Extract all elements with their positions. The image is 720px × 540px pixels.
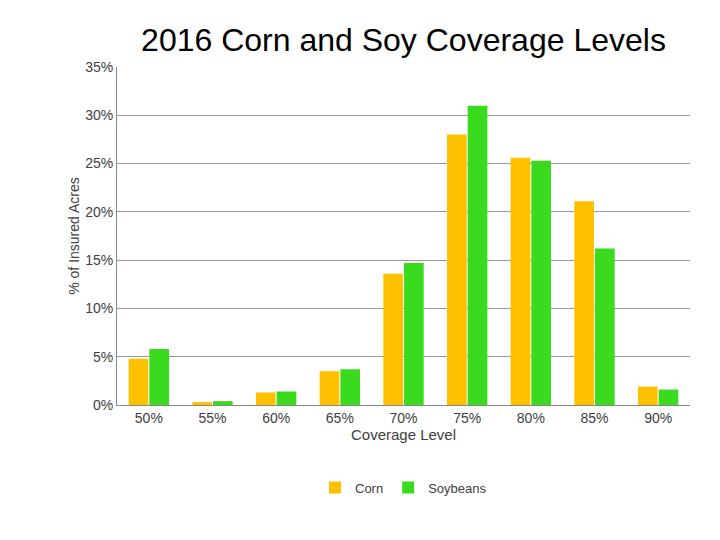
svg-text:10%: 10% (85, 300, 113, 316)
svg-text:85%: 85% (580, 410, 608, 426)
svg-text:70%: 70% (389, 410, 417, 426)
svg-text:30%: 30% (85, 107, 113, 123)
svg-text:75%: 75% (453, 410, 481, 426)
svg-text:80%: 80% (517, 410, 545, 426)
svg-text:65%: 65% (326, 410, 354, 426)
svg-text:90%: 90% (644, 410, 672, 426)
svg-text:% of Insured Acres: % of Insured Acres (66, 177, 82, 295)
svg-text:25%: 25% (85, 155, 113, 171)
svg-text:60%: 60% (262, 410, 290, 426)
svg-text:55%: 55% (198, 410, 226, 426)
svg-text:2016 Corn and Soy Coverage Lev: 2016 Corn and Soy Coverage Levels (141, 22, 666, 58)
svg-text:15%: 15% (85, 252, 113, 268)
svg-text:5%: 5% (93, 349, 113, 365)
svg-text:20%: 20% (85, 204, 113, 220)
svg-text:35%: 35% (85, 59, 113, 75)
svg-text:0%: 0% (93, 397, 113, 413)
svg-text:Coverage Level: Coverage Level (351, 426, 456, 443)
svg-text:Corn: Corn (355, 481, 383, 496)
svg-text:50%: 50% (135, 410, 163, 426)
svg-text:Soybeans: Soybeans (428, 481, 486, 496)
